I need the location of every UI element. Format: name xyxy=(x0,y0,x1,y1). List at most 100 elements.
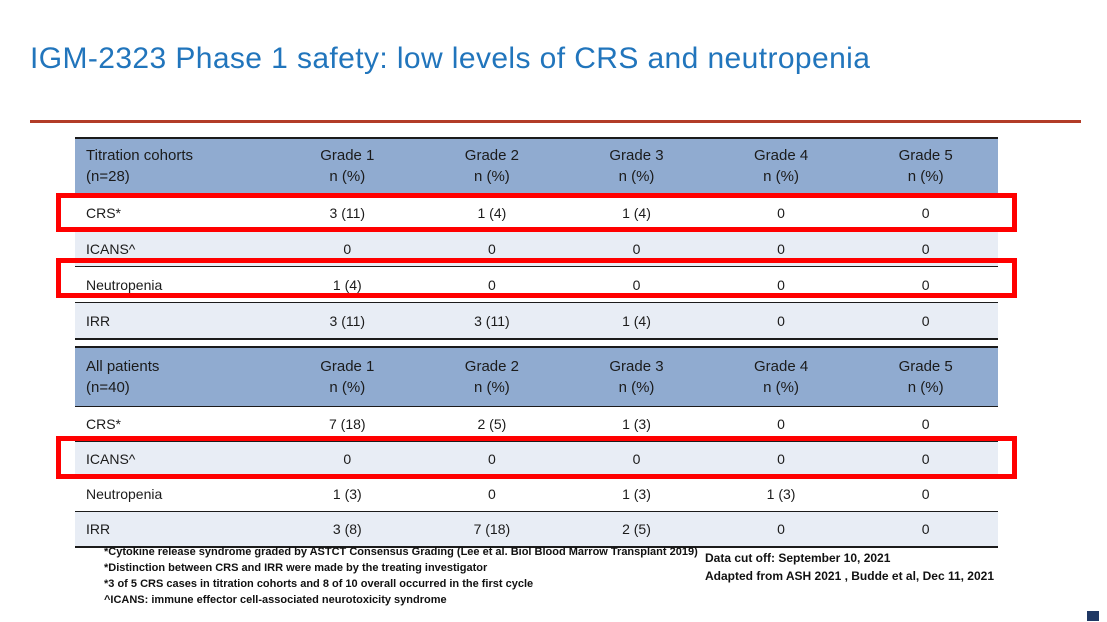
title-divider-rule xyxy=(30,120,1081,123)
table-title-cell: Titration cohorts (n=28) xyxy=(75,137,275,195)
grade-label: Grade 4 xyxy=(753,147,809,164)
grade-cell: 0 xyxy=(853,441,998,477)
grade-cell: 2 (5) xyxy=(419,406,565,442)
grade-cell: 1 (4) xyxy=(419,194,565,231)
grade-cell: 0 xyxy=(708,302,854,340)
grade-column-header: Grade 3 n (%) xyxy=(564,137,709,195)
grade-cell: 1 (3) xyxy=(564,476,709,512)
grade-column-header: Grade 5 n (%) xyxy=(853,346,998,407)
table-row-irr: IRR 3 (8) 7 (18) 2 (5) 0 0 xyxy=(75,511,998,548)
table-title-cell: All patients (n=40) xyxy=(75,346,275,407)
grade-column-header: Grade 5 n (%) xyxy=(853,137,998,195)
grade-cell: 0 xyxy=(853,476,998,512)
grade-label: Grade 5 xyxy=(898,357,953,375)
grade-label: Grade 3 xyxy=(609,147,664,164)
grade-column-header: Grade 1 n (%) xyxy=(275,346,420,407)
table-header-row: Titration cohorts (n=28) Grade 1 n (%) G… xyxy=(75,137,998,195)
source-block: Data cut off: September 10, 2021 Adapted… xyxy=(705,549,994,585)
grade-cell: 0 xyxy=(275,441,420,477)
grade-cell: 0 xyxy=(853,194,998,231)
row-label: CRS* xyxy=(75,194,275,231)
row-label: IRR xyxy=(75,511,275,548)
grade-cell: 0 xyxy=(275,230,420,267)
grade-column-header: Grade 3 n (%) xyxy=(564,346,709,407)
row-label: Neutropenia xyxy=(75,476,275,512)
footnotes: *Cytokine release syndrome graded by AST… xyxy=(104,544,698,608)
grade-sublabel: n (%) xyxy=(473,168,510,185)
grade-cell: 0 xyxy=(564,230,709,267)
grade-label: Grade 2 xyxy=(464,357,519,375)
grade-column-header: Grade 4 n (%) xyxy=(708,137,854,195)
grade-cell: 3 (11) xyxy=(275,194,420,231)
grade-cell: 0 xyxy=(708,511,854,548)
table-row-icans: ICANS^ 0 0 0 0 0 xyxy=(75,230,998,267)
table-row-crs: CRS* 7 (18) 2 (5) 1 (3) 0 0 xyxy=(75,406,998,442)
grade-label: Grade 5 xyxy=(898,147,953,164)
grade-column-header: Grade 2 n (%) xyxy=(419,346,565,407)
table-row-neutropenia: Neutropenia 1 (4) 0 0 0 0 xyxy=(75,266,998,303)
table-title: All patients xyxy=(86,357,160,375)
grade-cell: 2 (5) xyxy=(564,511,709,548)
grade-label: Grade 4 xyxy=(753,357,809,375)
table-header-row: All patients (n=40) Grade 1 n (%) Grade … xyxy=(75,346,998,407)
grade-label: Grade 2 xyxy=(464,147,519,164)
grade-cell: 0 xyxy=(708,406,854,442)
grade-cell: 0 xyxy=(419,266,565,303)
row-label: CRS* xyxy=(75,406,275,442)
grade-sublabel: n (%) xyxy=(907,168,944,185)
grade-cell: 1 (3) xyxy=(275,476,420,512)
grade-sublabel: n (%) xyxy=(618,378,655,396)
grade-sublabel: n (%) xyxy=(329,168,366,185)
grade-cell: 0 xyxy=(564,441,709,477)
grade-cell: 3 (11) xyxy=(419,302,565,340)
grade-sublabel: n (%) xyxy=(907,378,944,396)
footer-logo-mark xyxy=(1087,611,1099,621)
grade-column-header: Grade 2 n (%) xyxy=(419,137,565,195)
grade-cell: 0 xyxy=(708,194,854,231)
grade-cell: 3 (11) xyxy=(275,302,420,340)
row-label: Neutropenia xyxy=(75,266,275,303)
table-n-label: (n=40) xyxy=(86,378,130,396)
row-label: IRR xyxy=(75,302,275,340)
data-cutoff-text: Data cut off: September 10, 2021 xyxy=(705,551,891,565)
grade-label: Grade 1 xyxy=(320,147,375,164)
grade-label: Grade 1 xyxy=(320,357,375,375)
grade-column-header: Grade 1 n (%) xyxy=(275,137,420,195)
adapted-from-text: Adapted from ASH 2021 , Budde et al, Dec… xyxy=(705,569,994,583)
table-row-neutropenia: Neutropenia 1 (3) 0 1 (3) 1 (3) 0 xyxy=(75,476,998,512)
titration-cohorts-table: Titration cohorts (n=28) Grade 1 n (%) G… xyxy=(75,137,998,340)
grade-cell: 0 xyxy=(419,441,565,477)
grade-cell: 0 xyxy=(853,406,998,442)
grade-cell: 1 (3) xyxy=(564,406,709,442)
grade-sublabel: n (%) xyxy=(618,168,655,185)
grade-cell: 0 xyxy=(419,230,565,267)
table-row-crs: CRS* 3 (11) 1 (4) 1 (4) 0 0 xyxy=(75,194,998,231)
grade-sublabel: n (%) xyxy=(763,378,799,396)
grade-cell: 0 xyxy=(708,441,854,477)
grade-cell: 0 xyxy=(853,230,998,267)
grade-cell: 0 xyxy=(853,511,998,548)
row-label: ICANS^ xyxy=(75,230,275,267)
grade-cell: 7 (18) xyxy=(419,511,565,548)
grade-sublabel: n (%) xyxy=(473,378,510,396)
grade-column-header: Grade 4 n (%) xyxy=(708,346,854,407)
grade-cell: 3 (8) xyxy=(275,511,420,548)
grade-cell: 1 (4) xyxy=(275,266,420,303)
grade-sublabel: n (%) xyxy=(763,168,799,185)
grade-cell: 0 xyxy=(564,266,709,303)
grade-cell: 7 (18) xyxy=(275,406,420,442)
footnote-line: *Distinction between CRS and IRR were ma… xyxy=(104,562,488,574)
grade-sublabel: n (%) xyxy=(329,378,366,396)
grade-cell: 0 xyxy=(708,230,854,267)
table-row-icans: ICANS^ 0 0 0 0 0 xyxy=(75,441,998,477)
grade-cell: 1 (4) xyxy=(564,194,709,231)
grade-cell: 1 (4) xyxy=(564,302,709,340)
footnote-line: *3 of 5 CRS cases in titration cohorts a… xyxy=(104,578,534,590)
slide-title: IGM-2323 Phase 1 safety: low levels of C… xyxy=(30,42,871,75)
row-label: ICANS^ xyxy=(75,441,275,477)
grade-cell: 0 xyxy=(853,266,998,303)
grade-cell: 1 (3) xyxy=(708,476,854,512)
table-title: Titration cohorts xyxy=(86,147,193,164)
footnote-line: ^ICANS: immune effector cell-associated … xyxy=(104,594,447,606)
